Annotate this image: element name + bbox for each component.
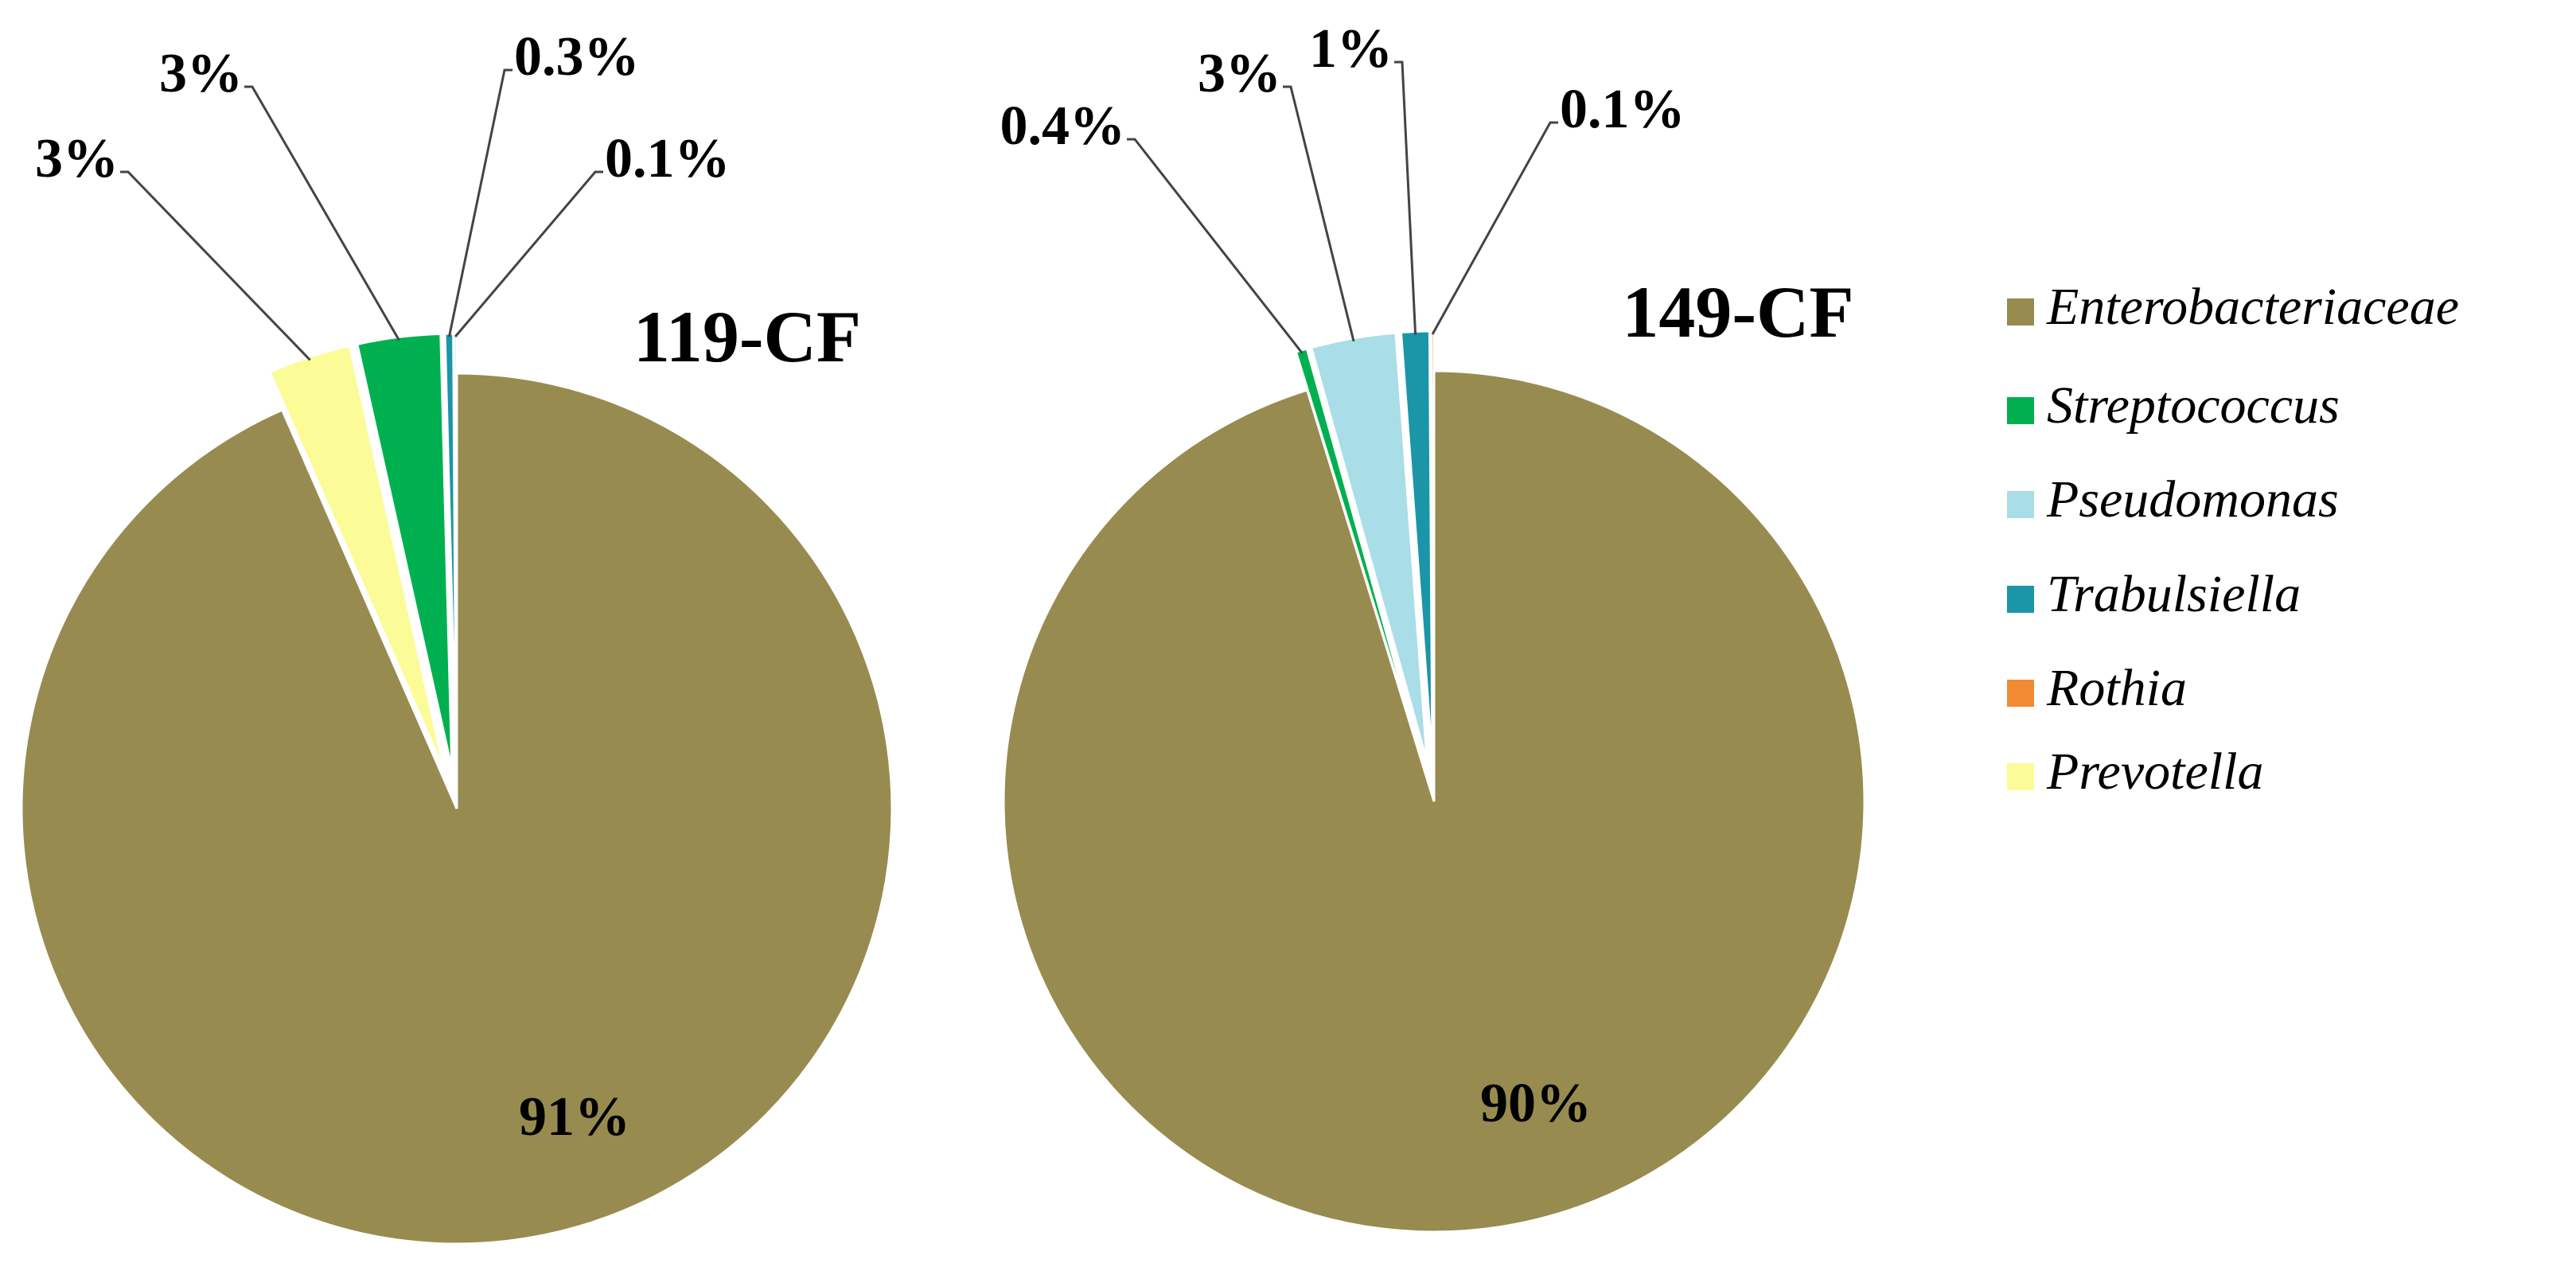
- data-label: 3%: [35, 128, 119, 189]
- legend-swatch: [2007, 763, 2034, 790]
- leader-line: [454, 170, 603, 337]
- leader-line: [1394, 60, 1417, 335]
- legend-swatch: [2007, 586, 2034, 613]
- pie-slice: [1002, 369, 1866, 1234]
- legend-swatch: [2007, 491, 2034, 518]
- legend-label: Rothia: [2046, 659, 2187, 717]
- leader-line: [1431, 121, 1558, 335]
- data-label: 1%: [1309, 18, 1393, 80]
- leader-line: [1283, 85, 1355, 342]
- legend-swatch: [2007, 680, 2034, 707]
- legend-label: Pseudomonas: [2046, 470, 2339, 528]
- leader-line: [244, 85, 400, 341]
- data-label: 90%: [1480, 1073, 1592, 1134]
- leader-line: [447, 68, 512, 337]
- legend-label: Enterobacteriaceae: [2046, 278, 2459, 336]
- chart-title: 119-CF: [633, 296, 861, 377]
- legend-label: Trabulsiella: [2047, 565, 2301, 623]
- data-label: 3%: [159, 43, 243, 104]
- data-label: 3%: [1198, 43, 1281, 104]
- pie-slice: [356, 333, 454, 770]
- pie-slice: [268, 344, 446, 772]
- leader-line: [1127, 138, 1304, 354]
- legend-swatch: [2007, 397, 2034, 424]
- data-label: 91%: [519, 1086, 630, 1148]
- data-label: 0.1%: [1560, 79, 1686, 140]
- chart-title: 149-CF: [1622, 271, 1853, 353]
- leader-line: [120, 170, 311, 361]
- legend-label: Streptococcus: [2047, 376, 2340, 435]
- data-label: 0.3%: [514, 26, 640, 88]
- data-label: 0.1%: [605, 128, 731, 189]
- legend-label: Prevotella: [2046, 743, 2263, 801]
- legend-swatch: [2007, 298, 2034, 326]
- data-label: 0.4%: [1000, 96, 1126, 157]
- pie-slice: [20, 372, 894, 1246]
